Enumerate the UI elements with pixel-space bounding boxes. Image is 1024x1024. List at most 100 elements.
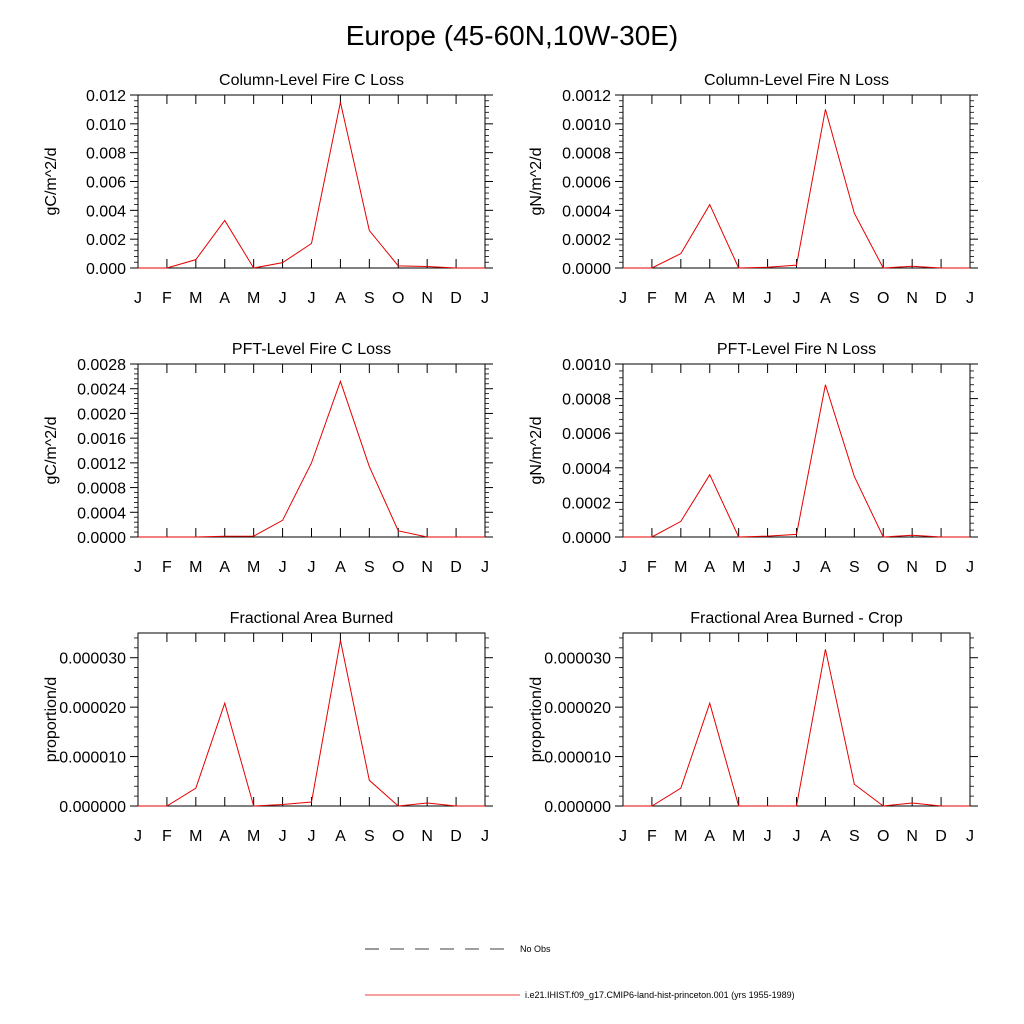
x-tick-label: J xyxy=(279,290,287,307)
chart-title: Column-Level Fire N Loss xyxy=(704,72,889,89)
y-tick-label: 0.000000 xyxy=(544,799,611,816)
x-tick-label: J xyxy=(793,290,801,307)
figure-title: Europe (45-60N,10W-30E) xyxy=(345,20,679,51)
series-line-1 xyxy=(138,102,485,269)
x-tick-label: A xyxy=(820,290,831,307)
x-tick-label: J xyxy=(619,559,627,576)
x-tick-label: N xyxy=(421,290,433,307)
x-tick-label: A xyxy=(335,559,346,576)
x-tick-label: M xyxy=(247,828,260,845)
x-tick-label: O xyxy=(877,290,889,307)
y-tick-label: 0.004 xyxy=(86,203,126,220)
x-tick-label: N xyxy=(421,828,433,845)
x-tick-label: M xyxy=(732,559,745,576)
chart-panel-6: Fractional Area Burned - Crop proportion/… xyxy=(528,610,978,845)
x-tick-label: O xyxy=(877,828,889,845)
y-tick-label: 0.012 xyxy=(86,88,126,105)
x-tick-label: J xyxy=(793,559,801,576)
x-tick-label: M xyxy=(247,290,260,307)
legend-item-model-run: i.e21.IHIST.f09_g17.CMIP6-land-hist-prin… xyxy=(0,986,1024,1006)
y-axis-label: gN/m^2/d xyxy=(528,148,545,216)
x-tick-label: M xyxy=(732,828,745,845)
y-tick-label: 0.0012 xyxy=(562,88,611,105)
x-tick-label: D xyxy=(935,290,947,307)
x-tick-label: M xyxy=(732,290,745,307)
x-tick-label: S xyxy=(849,559,860,576)
x-tick-label: M xyxy=(189,290,202,307)
x-tick-label: A xyxy=(704,290,715,307)
x-tick-label: D xyxy=(935,559,947,576)
y-tick-label: 0.008 xyxy=(86,146,126,163)
x-tick-label: D xyxy=(450,828,462,845)
x-tick-label: D xyxy=(450,290,462,307)
y-axis-label: gN/m^2/d xyxy=(528,417,545,485)
x-tick-label: A xyxy=(219,559,230,576)
x-tick-label: S xyxy=(849,828,860,845)
series-line-1 xyxy=(623,384,970,538)
y-tick-label: 0.000030 xyxy=(59,651,126,668)
y-tick-label: 0.0004 xyxy=(77,505,126,522)
x-tick-label: M xyxy=(247,559,260,576)
x-tick-label: F xyxy=(162,290,172,307)
x-tick-label: S xyxy=(849,290,860,307)
y-tick-label: 0.0004 xyxy=(562,461,611,478)
x-tick-label: N xyxy=(906,559,918,576)
x-tick-label: J xyxy=(134,290,142,307)
x-tick-label: J xyxy=(134,828,142,845)
x-tick-label: J xyxy=(308,290,316,307)
y-tick-label: 0.0008 xyxy=(562,146,611,163)
x-tick-label: J xyxy=(279,828,287,845)
x-tick-label: F xyxy=(647,290,657,307)
x-tick-label: J xyxy=(966,559,974,576)
x-tick-label: A xyxy=(820,828,831,845)
x-tick-label: N xyxy=(906,290,918,307)
x-tick-label: S xyxy=(364,828,375,845)
x-tick-label: N xyxy=(421,559,433,576)
y-tick-label: 0.0024 xyxy=(77,382,126,399)
x-tick-label: J xyxy=(134,559,142,576)
x-tick-label: J xyxy=(764,559,772,576)
y-tick-label: 0.000 xyxy=(86,261,126,278)
legend-label-model-run: i.e21.IHIST.f09_g17.CMIP6-land-hist-prin… xyxy=(525,990,795,1000)
x-tick-label: O xyxy=(392,290,404,307)
x-tick-label: N xyxy=(906,828,918,845)
y-tick-label: 0.0020 xyxy=(77,406,126,423)
y-tick-label: 0.0016 xyxy=(77,431,126,448)
y-axis-label: proportion/d xyxy=(528,677,545,762)
x-tick-label: S xyxy=(364,290,375,307)
series-line-1 xyxy=(623,109,970,269)
chart-title: Fractional Area Burned xyxy=(230,610,394,627)
y-tick-label: 0.0006 xyxy=(562,175,611,192)
y-tick-label: 0.0006 xyxy=(562,426,611,443)
x-tick-label: A xyxy=(219,290,230,307)
x-tick-label: A xyxy=(219,828,230,845)
y-axis-label: proportion/d xyxy=(43,677,60,762)
x-tick-label: O xyxy=(392,828,404,845)
y-tick-label: 0.0012 xyxy=(77,456,126,473)
y-tick-label: 0.0000 xyxy=(562,530,611,547)
legend-label-no-obs: No Obs xyxy=(520,944,551,954)
x-tick-label: A xyxy=(704,559,715,576)
x-tick-label: M xyxy=(189,828,202,845)
x-tick-label: A xyxy=(820,559,831,576)
x-tick-label: J xyxy=(619,828,627,845)
y-tick-label: 0.0008 xyxy=(77,481,126,498)
x-tick-label: F xyxy=(647,559,657,576)
x-tick-label: M xyxy=(674,290,687,307)
x-tick-label: M xyxy=(674,559,687,576)
x-tick-label: F xyxy=(162,828,172,845)
chart-title: PFT-Level Fire C Loss xyxy=(232,341,391,358)
x-tick-label: J xyxy=(966,828,974,845)
plot-frame xyxy=(622,94,971,269)
y-tick-label: 0.0000 xyxy=(77,530,126,547)
x-tick-label: J xyxy=(481,559,489,576)
y-tick-label: 0.0008 xyxy=(562,392,611,409)
legend-solid-line-icon xyxy=(365,994,520,996)
chart-title: Fractional Area Burned - Crop xyxy=(690,610,903,627)
y-tick-label: 0.000020 xyxy=(544,700,611,717)
